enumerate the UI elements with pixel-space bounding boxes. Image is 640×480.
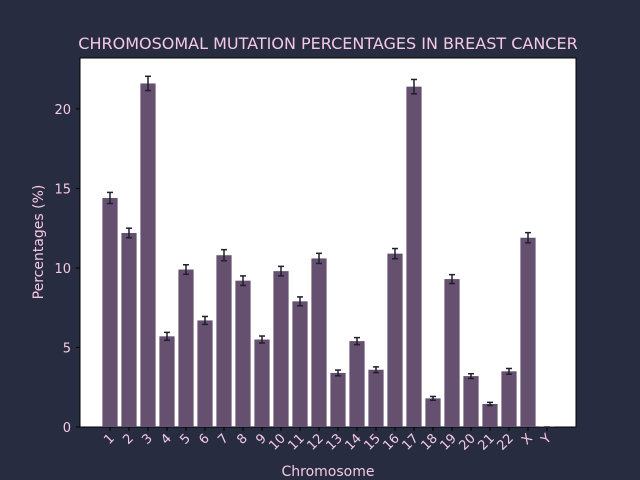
y-tick-label: 5 xyxy=(63,341,71,356)
x-tick-label: 2 xyxy=(120,431,136,447)
error-bar-13 xyxy=(335,369,341,377)
bar-14 xyxy=(349,341,365,427)
bar-8 xyxy=(235,280,251,427)
error-bar-7 xyxy=(221,248,227,262)
y-axis-label: Percentages (%) xyxy=(31,185,47,300)
error-bar-14 xyxy=(354,336,360,346)
y-axis-ticks: 0 5 10 15 20 xyxy=(54,103,80,436)
error-bar-20 xyxy=(468,372,474,380)
bar-20 xyxy=(463,376,479,427)
bar-6 xyxy=(197,320,213,427)
error-bar-16 xyxy=(392,247,398,260)
bar-16 xyxy=(387,253,403,427)
error-bar-10 xyxy=(278,265,284,277)
x-tick-label: Y xyxy=(538,431,555,448)
error-bar-12 xyxy=(316,252,322,265)
error-bar-1 xyxy=(107,191,113,205)
error-bar-21 xyxy=(487,401,493,407)
error-bar-6 xyxy=(202,315,208,326)
error-bar-5 xyxy=(183,264,189,276)
error-bar-18 xyxy=(430,395,436,402)
chart-title: CHROMOSOMAL MUTATION PERCENTAGES IN BREA… xyxy=(78,34,577,53)
bar-12 xyxy=(311,258,327,427)
error-bar-8 xyxy=(240,275,246,287)
error-bar-17 xyxy=(411,78,417,95)
bar-13 xyxy=(330,372,346,427)
bar-15 xyxy=(368,369,384,427)
bar-5 xyxy=(178,269,194,427)
bar-3 xyxy=(140,83,156,427)
bar-2 xyxy=(121,232,137,427)
error-bar-19 xyxy=(449,273,455,285)
x-tick-label: 22 xyxy=(495,431,517,453)
x-tick-label: 4 xyxy=(158,431,174,447)
x-axis-label: Chromosome xyxy=(282,464,375,480)
bar-22 xyxy=(501,371,517,427)
error-bar-11 xyxy=(297,296,303,307)
bar-X xyxy=(520,237,536,427)
error-bar-4 xyxy=(164,331,170,342)
error-bar-2 xyxy=(126,227,132,239)
x-tick-label: 9 xyxy=(253,431,269,447)
bar-1 xyxy=(102,197,118,427)
y-tick-label: 20 xyxy=(54,103,71,118)
x-tick-label: 6 xyxy=(196,431,212,447)
bar-4 xyxy=(159,336,175,427)
error-bars-layer xyxy=(107,75,550,428)
error-bar-X xyxy=(525,231,531,244)
error-bar-3 xyxy=(145,75,151,92)
bar-21 xyxy=(482,403,498,427)
bar-17 xyxy=(406,86,422,427)
bar-11 xyxy=(292,301,308,427)
error-bar-22 xyxy=(506,367,512,375)
x-tick-label: 8 xyxy=(234,431,250,447)
bar-18 xyxy=(425,398,441,427)
bar-9 xyxy=(254,339,270,427)
x-tick-label: 1 xyxy=(101,431,117,447)
bar-10 xyxy=(273,271,289,427)
bar-7 xyxy=(216,255,232,427)
y-tick-label: 10 xyxy=(54,262,71,277)
x-tick-label: X xyxy=(519,431,536,448)
bar-19 xyxy=(444,279,460,427)
x-tick-label: 3 xyxy=(139,431,155,447)
y-tick-label: 15 xyxy=(54,182,71,197)
error-bar-15 xyxy=(373,366,379,374)
error-bar-9 xyxy=(259,335,265,344)
x-tick-label: 7 xyxy=(215,431,231,447)
bars-layer xyxy=(102,83,555,427)
y-tick-label: 0 xyxy=(63,421,71,436)
x-tick-label: 5 xyxy=(177,431,193,447)
